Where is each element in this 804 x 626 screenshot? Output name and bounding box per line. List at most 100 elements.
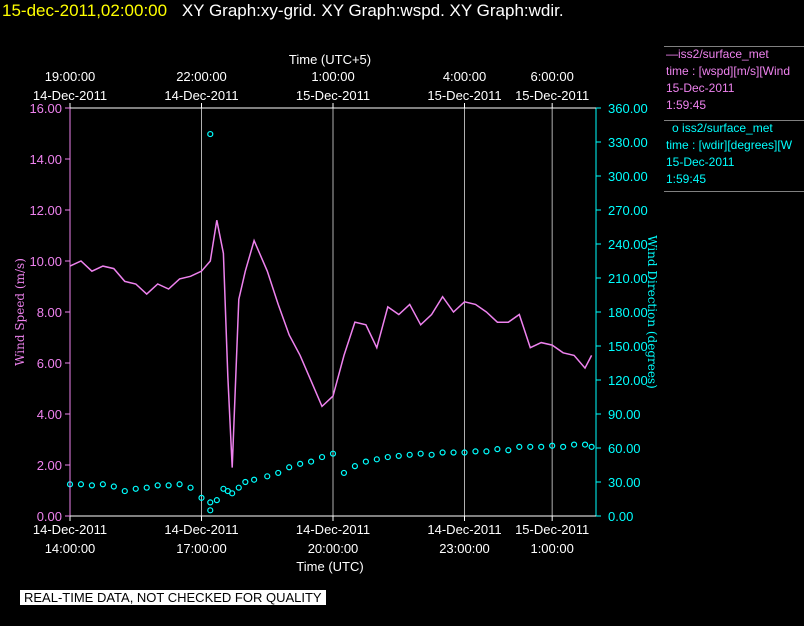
wind-direction-point [329, 450, 337, 457]
wind-speed-line [69, 220, 593, 468]
x-top-tick-label-date: 15-Dec-2011 [296, 88, 370, 103]
wind-direction-point [505, 447, 512, 454]
axes: Time (UTC+5) Time (UTC) Wind Speed (m/s)… [13, 52, 659, 574]
wind-direction-point [251, 476, 258, 483]
grid-lines [65, 103, 601, 521]
wind-direction-point [494, 446, 501, 453]
y-right-tick-label: 330.00 [608, 135, 648, 150]
wind-direction-point [165, 482, 172, 489]
wind-direction-point [110, 483, 117, 490]
wind-direction-point [373, 456, 380, 463]
wind-direction-point [588, 443, 595, 450]
y-right-tick-label: 360.00 [608, 101, 648, 116]
legend-divider [664, 191, 804, 192]
legend-wspd-name: iss2/surface_met [678, 47, 769, 61]
wind-direction-point [395, 452, 402, 460]
legend-wspd-date: 15-Dec-2011 [666, 81, 735, 95]
wind-direction-point [417, 450, 424, 457]
wind-direction-point [318, 453, 326, 461]
legend-divider [664, 46, 804, 47]
x-bottom-tick-label-date: 14-Dec-2011 [33, 522, 107, 537]
wind-direction-point [362, 458, 369, 465]
x-top-tick-label-date: 15-Dec-2011 [515, 88, 589, 103]
wind-direction-point [406, 451, 413, 458]
wind-direction-point [307, 458, 315, 465]
x-top-tick-label-time: 4:00:00 [443, 69, 486, 84]
legend-wdir-marker: o [672, 121, 679, 135]
x-top-tick-label-date: 14-Dec-2011 [164, 88, 238, 103]
legend-wspd-variable: time : [wspd][m/s][Wind [666, 64, 791, 78]
wind-direction-point [297, 460, 304, 467]
y-left-tick-label: 14.00 [29, 152, 62, 167]
y-right-tick-label: 90.00 [608, 407, 641, 422]
wind-direction-point [570, 441, 578, 448]
x-top-tick-label-time: 19:00:00 [45, 69, 96, 84]
wind-direction-point [207, 499, 214, 506]
legend-wdir-name: iss2/surface_met [682, 121, 773, 135]
x-bottom-tick-label-time: 14:00:00 [45, 541, 96, 556]
y-right-tick-label: 30.00 [608, 475, 641, 490]
x-bottom-tick-label-date: 14-Dec-2011 [427, 522, 501, 537]
wind-direction-point [538, 443, 545, 450]
x-bottom-tick-label-date: 15-Dec-2011 [515, 522, 589, 537]
tick-labels: 14-Dec-2011 14:00:00 14-Dec-2011 17:00:00 14… [29, 69, 647, 556]
y-right-tick-label: 0.00 [608, 509, 633, 524]
wind-direction-point [483, 448, 490, 455]
x-top-tick-label-time: 6:00:00 [530, 69, 573, 84]
y-left-tick-label: 0.00 [37, 509, 62, 524]
legend-divider [664, 120, 804, 121]
x-bottom-tick-label-time: 20:00:00 [308, 541, 359, 556]
wind-direction-point [121, 487, 128, 495]
wind-direction-point [229, 490, 236, 497]
y-right-tick-label: 240.00 [608, 237, 648, 252]
x-top-axis-title: Time (UTC+5) [289, 52, 371, 67]
x-top-tick-label-date: 14-Dec-2011 [33, 88, 107, 103]
wind-direction-point [264, 473, 271, 480]
wind-direction-point [176, 481, 183, 488]
header-graph-titles: XY Graph:xy-grid. XY Graph:wspd. XY Grap… [181, 1, 564, 20]
y-left-tick-label: 6.00 [37, 356, 62, 371]
y-right-tick-label: 60.00 [608, 441, 641, 456]
x-top-tick-label-time: 22:00:00 [176, 69, 227, 84]
wind-direction-point [384, 453, 391, 461]
wind-direction-point [198, 494, 205, 501]
legend-wspd-time: 1:59:45 [666, 98, 707, 112]
header-timestamp: 15-dec-2011,02:00:00 [2, 1, 168, 20]
y-right-tick-label: 270.00 [608, 203, 648, 218]
quality-warning-label: REAL-TIME DATA, NOT CHECKED FOR QUALITY [20, 590, 326, 605]
y-left-axis-title: Wind Speed (m/s) [13, 258, 27, 366]
wind-direction-point [213, 497, 220, 504]
legend-wspd-name-row: —iss2/surface_met [666, 46, 804, 63]
wind-direction-point [516, 443, 523, 450]
wind-direction-point [143, 484, 150, 491]
legend-wspd-marker: — [666, 47, 678, 61]
x-top-tick-label-date: 15-Dec-2011 [427, 88, 501, 103]
y-left-tick-label: 12.00 [29, 203, 62, 218]
y-left-tick-label: 16.00 [29, 101, 62, 116]
wind-direction-point [99, 481, 106, 488]
wind-direction-point [351, 463, 359, 470]
wind-direction-point [275, 469, 282, 477]
legend-wind-direction: o iss2/surface_met time : [wdir][degrees… [666, 120, 804, 188]
legend-wdir-time: 1:59:45 [666, 172, 707, 186]
wind-direction-point [340, 469, 348, 477]
wind-direction-point [527, 443, 534, 450]
wind-direction-point [207, 507, 214, 514]
wind-speed-series [69, 220, 593, 468]
wind-direction-point [461, 449, 468, 456]
wind-direction-point [581, 441, 589, 448]
x-bottom-tick-label-time: 1:00:00 [530, 541, 573, 556]
wind-direction-point [242, 478, 249, 486]
x-top-tick-label-time: 1:00:00 [311, 69, 354, 84]
y-right-axis-title: Wind Direction (degrees) [645, 235, 659, 389]
wind-direction-point [207, 130, 214, 138]
wind-direction-point [549, 442, 556, 449]
x-bottom-tick-label-date: 14-Dec-2011 [296, 522, 370, 537]
wind-direction-point [560, 443, 567, 450]
wind-direction-point [88, 482, 96, 489]
y-right-tick-label: 180.00 [608, 305, 648, 320]
y-right-tick-label: 150.00 [608, 339, 648, 354]
wind-direction-point [132, 485, 139, 492]
legend-wdir-date: 15-Dec-2011 [666, 155, 735, 169]
